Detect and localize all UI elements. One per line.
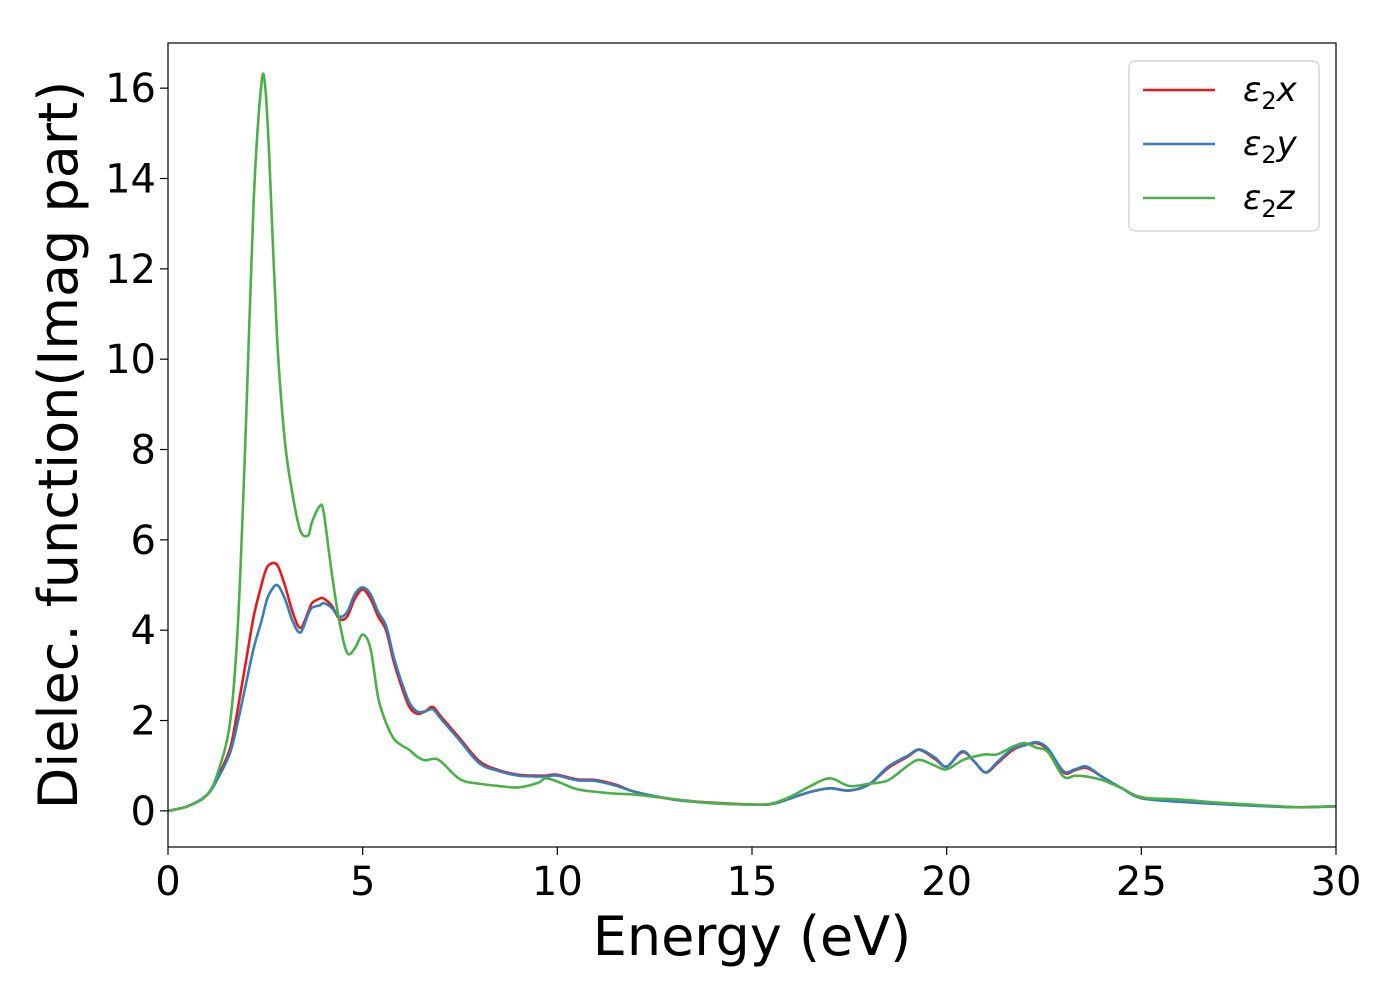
legend-box [1128, 60, 1320, 232]
series-line-eps2y [167, 583, 1337, 813]
x-axis-title: Energy (eV) [593, 905, 912, 968]
y-tick-label: 12 [105, 247, 156, 293]
series-line-eps2z [167, 72, 1337, 813]
series-layer [167, 72, 1337, 813]
x-tick-label: 25 [1116, 859, 1167, 905]
y-tick-label: 16 [105, 66, 156, 112]
y-tick-label: 14 [105, 157, 156, 203]
x-tick-label: 30 [1311, 859, 1362, 905]
y-tick-label: 10 [105, 337, 156, 383]
legend-label-eps2x: ε2x [1243, 70, 1298, 115]
x-axis-ticks: 0 5 10 15 20 25 30 [155, 847, 1361, 905]
y-tick-label: 0 [131, 789, 156, 835]
x-tick-label: 5 [350, 859, 375, 905]
legend-label-eps2z: ε2z [1243, 178, 1296, 223]
y-tick-label: 2 [131, 699, 156, 745]
legend-label-eps2y: ε2y [1243, 124, 1298, 169]
y-axis-ticks: 0 2 4 6 8 10 12 14 16 [105, 66, 168, 835]
x-tick-label: 10 [532, 859, 583, 905]
legend: ε2x ε2y ε2z [1128, 60, 1320, 232]
y-tick-label: 6 [131, 518, 156, 564]
x-tick-label: 20 [921, 859, 972, 905]
y-tick-label: 8 [131, 428, 156, 474]
x-tick-label: 15 [727, 859, 778, 905]
y-tick-label: 4 [131, 608, 156, 654]
y-axis-title: Dielec. function(Imag part) [27, 81, 90, 810]
x-tick-label: 0 [155, 859, 180, 905]
